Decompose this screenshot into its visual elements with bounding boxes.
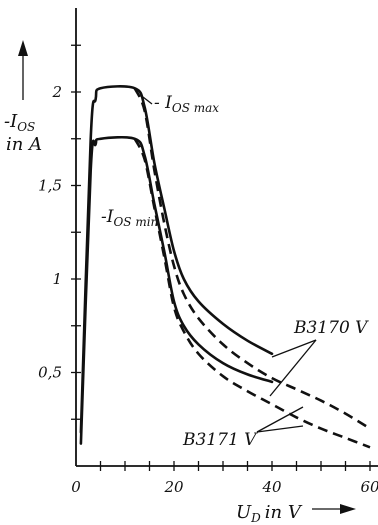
x-tick-label: 60 <box>360 478 378 496</box>
series-max-dashed <box>133 87 371 430</box>
label-ios-min: -IOS min <box>101 207 158 229</box>
series-min-dashed <box>133 138 371 449</box>
y-tick-label: 1,5 <box>38 177 62 195</box>
x-axis-label-unit: in V <box>265 502 303 523</box>
b3170-leader-1 <box>271 339 317 358</box>
b3170-leader-2 <box>269 339 317 397</box>
max-label-leader <box>142 96 153 105</box>
y-ticks: 0,5 1 1,5 2 <box>38 44 81 420</box>
y-tick-label: 2 <box>51 83 62 101</box>
label-ios-min-sub: OS min <box>113 215 158 229</box>
x-tick-label: 40 <box>261 478 282 496</box>
y-axis-label: -IOS <box>4 111 35 134</box>
y-axis-label-sub: OS <box>17 120 35 134</box>
label-ios-min-main: -I <box>101 207 114 227</box>
series-min-solid <box>79 135 274 445</box>
label-b3171: B3171 V <box>182 430 258 450</box>
series-max-solid <box>79 85 274 434</box>
label-ios-max-sub: OS max <box>172 101 219 115</box>
label-ios-max-main: - I <box>154 93 172 113</box>
label-b3170: B3170 V <box>293 318 369 338</box>
x-tick-label: 0 <box>71 478 81 496</box>
y-axis-arrow-head <box>18 40 28 56</box>
y-tick-label: 0,5 <box>38 364 62 382</box>
x-axis-label-sub: D <box>250 511 261 525</box>
curves <box>79 85 371 449</box>
y-axis-label-unit: in A <box>6 134 42 155</box>
label-ios-max: - IOS max <box>154 93 219 115</box>
x-tick-label: 20 <box>163 478 184 496</box>
x-axis-label-main: U <box>236 502 252 523</box>
x-ticks: 0 20 40 60 <box>71 461 378 496</box>
y-axis-label-main: -I <box>4 111 18 132</box>
y-tick-label: 1 <box>52 270 62 288</box>
b3171-leader-2 <box>256 425 304 433</box>
b3171-leader-1 <box>256 406 304 433</box>
x-axis-arrow-head <box>340 504 356 514</box>
x-axis-label: UD in V <box>236 502 303 525</box>
